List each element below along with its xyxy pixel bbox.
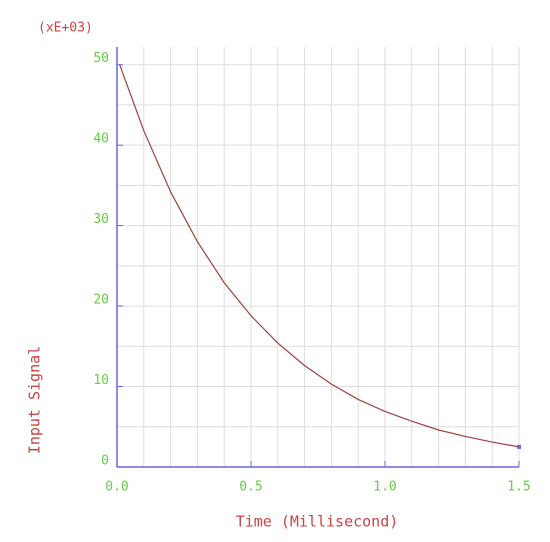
y-tick-label: 20 xyxy=(93,293,109,308)
x-tick-label: 0.0 xyxy=(105,480,128,495)
y-tick-label: 10 xyxy=(93,373,109,388)
multiplier-label: (xE+03) xyxy=(38,21,93,36)
x-tick-label: 1.5 xyxy=(507,480,530,495)
x-axis-title: Time (Millisecond) xyxy=(236,513,399,531)
y-tick-label: 30 xyxy=(93,212,109,227)
y-tick-label: 0 xyxy=(101,454,109,469)
x-tick-label: 0.5 xyxy=(239,480,262,495)
y-axis-title: Input Signal xyxy=(26,346,44,454)
x-tick-label: 1.0 xyxy=(373,480,396,495)
y-tick-label: 50 xyxy=(93,51,109,66)
data-line xyxy=(119,64,520,448)
end-marker xyxy=(517,444,521,449)
y-tick-label: 40 xyxy=(93,132,109,147)
